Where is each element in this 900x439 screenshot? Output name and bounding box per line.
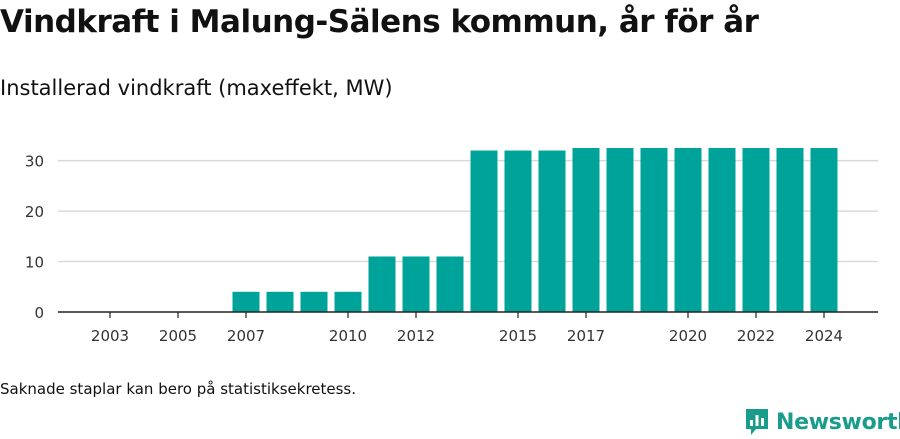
bar-2015 [504, 150, 532, 312]
bar-2007 [232, 291, 260, 312]
bar-2017 [572, 148, 600, 312]
newsworthy-logo: Newsworthy [744, 406, 900, 438]
bar-2021 [708, 148, 736, 312]
bar-2011 [368, 256, 396, 312]
x-tick-label: 2010 [329, 327, 367, 345]
footnote: Saknade staplar kan bero på statistiksek… [0, 380, 357, 398]
bar-2018 [606, 148, 634, 312]
x-tick-label: 2003 [91, 327, 129, 345]
bar-2014 [470, 150, 498, 312]
bar-2024 [810, 148, 838, 312]
bar-2012 [402, 256, 430, 312]
chart-title: Vindkraft i Malung-Sälens kommun, år för… [0, 4, 759, 40]
y-tick-label: 30 [25, 153, 44, 171]
y-tick-label: 20 [25, 203, 44, 221]
brand-name: Newsworthy [776, 409, 900, 435]
x-tick-label: 2022 [737, 327, 775, 345]
bar-2013 [436, 256, 464, 312]
bar-2020 [674, 148, 702, 312]
x-tick-label: 2007 [227, 327, 265, 345]
axes: 0 10 20 30 2003 2005 2007 2010 2012 2015 2017 2020 2… [25, 153, 878, 345]
bar-chart-icon [746, 409, 768, 435]
chart-subtitle: Installerad vindkraft (maxeffekt, MW) [0, 76, 393, 100]
x-tick-label: 2012 [397, 327, 435, 345]
x-tick-label: 2015 [499, 327, 537, 345]
y-tick-label: 10 [25, 254, 44, 272]
y-tick-label: 0 [34, 304, 44, 322]
x-tick-label: 2017 [567, 327, 605, 345]
x-tick-label: 2005 [159, 327, 197, 345]
bar-2009 [300, 291, 328, 312]
bar-2008 [266, 291, 294, 312]
bar-2022 [742, 148, 770, 312]
bar-2019 [640, 148, 668, 312]
x-tick-label: 2024 [805, 327, 843, 345]
bar-2010 [334, 291, 362, 312]
bar-2023 [776, 148, 804, 312]
bars [232, 148, 838, 312]
x-tick-label: 2020 [669, 327, 707, 345]
gridlines [58, 159, 878, 263]
bar-2016 [538, 150, 566, 312]
